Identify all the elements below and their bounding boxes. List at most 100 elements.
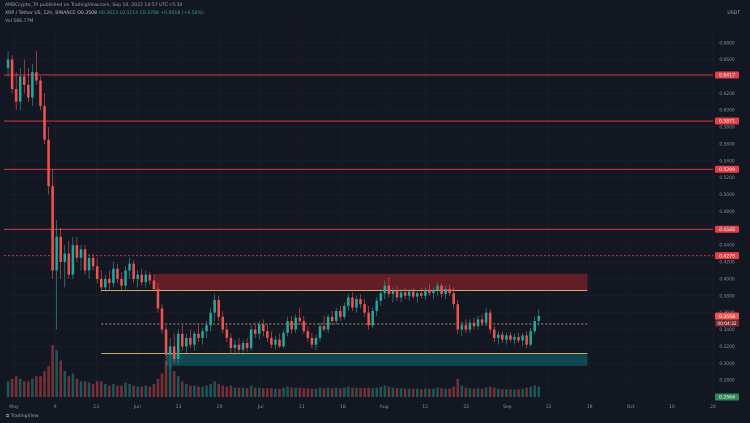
- candle-body: [488, 312, 492, 330]
- candle-body: [233, 344, 237, 349]
- candle-body: [116, 268, 119, 279]
- level-label-bg: [715, 117, 739, 125]
- volume-bar: [330, 388, 334, 397]
- volume-bar: [193, 385, 196, 397]
- low-label: 0.2564: [719, 395, 735, 401]
- volume-bar: [136, 386, 139, 397]
- volume-bar: [460, 385, 464, 397]
- ohlc-close: C0.3788: [139, 11, 159, 16]
- volume-bar: [116, 385, 119, 397]
- volume-bar: [472, 388, 476, 397]
- candle-body: [31, 72, 34, 98]
- candle-body: [39, 80, 42, 106]
- price-axis[interactable]: 0.6800 0.6600 0.6400 0.6200 0.6000 0.5800 0.56…: [715, 40, 739, 401]
- candle-body: [23, 76, 26, 85]
- volume-bar: [104, 384, 107, 397]
- volume-bar: [14, 376, 18, 397]
- volume-bar: [387, 386, 391, 397]
- candle-body: [201, 331, 204, 338]
- volume-bar: [533, 385, 536, 397]
- time-tick-label: 18: [340, 404, 346, 410]
- candle-body: [144, 274, 148, 283]
- candle-body: [160, 308, 164, 330]
- candle-body: [221, 316, 225, 330]
- volume-bar: [185, 384, 188, 397]
- time-axis[interactable]: May 9 23 Jun 13 20 Jul 11 18 Aug 15 22 Sep 12 19 Oct 10 2…: [9, 404, 716, 410]
- volume-bar: [63, 371, 67, 397]
- volume-bar: [91, 384, 95, 397]
- candle-body: [225, 329, 229, 338]
- volume-bar: [197, 386, 200, 397]
- candle-body: [253, 329, 257, 334]
- time-tick-label: 23: [93, 404, 99, 410]
- candle-body: [339, 310, 342, 317]
- candle-body: [266, 331, 269, 338]
- volume-bar: [334, 387, 338, 397]
- candle-body: [6, 59, 10, 68]
- volume-bar: [367, 387, 370, 397]
- candle-body: [460, 325, 464, 330]
- volume-bar: [51, 345, 54, 397]
- candle-body: [51, 186, 54, 271]
- candle-body: [326, 316, 330, 330]
- volume-bar: [75, 378, 79, 397]
- candle-body: [213, 299, 216, 313]
- volume-bar: [233, 387, 237, 397]
- low-label-bg: [715, 393, 739, 401]
- time-tick-label: Oct: [627, 404, 635, 410]
- candle-body: [387, 285, 391, 295]
- volume-bar: [448, 388, 451, 397]
- volume-bar: [480, 388, 484, 397]
- volume-bar: [464, 387, 468, 397]
- candle-body: [249, 329, 253, 349]
- candle-body: [176, 333, 180, 360]
- candle-body: [428, 289, 431, 294]
- volume-bar: [456, 378, 460, 397]
- volume-bar: [322, 388, 326, 397]
- candle-body: [75, 245, 79, 258]
- volume-bar: [383, 385, 387, 397]
- price-tick-label: 0.2800: [719, 378, 735, 384]
- volume-bar: [10, 378, 14, 397]
- countdown-bg: [715, 320, 739, 327]
- candle-body: [347, 297, 350, 306]
- candle-body: [391, 290, 395, 295]
- candle-body: [302, 321, 306, 332]
- volume-bar: [128, 384, 131, 397]
- volume-bar: [6, 381, 10, 397]
- candle-body: [468, 322, 472, 330]
- volume-bar: [529, 386, 532, 397]
- candle-body: [108, 278, 111, 284]
- candles: [6, 51, 541, 368]
- candle-body: [197, 333, 200, 338]
- candle-body: [209, 312, 212, 326]
- volume-bar: [67, 376, 71, 397]
- volume-bar: [403, 388, 407, 397]
- volume-bar: [148, 386, 152, 397]
- volume-bar: [432, 388, 435, 397]
- price-tick-label: 0.5600: [719, 141, 735, 147]
- candle-body: [282, 332, 285, 347]
- volume-bar: [298, 387, 302, 397]
- volume-bar: [428, 388, 431, 397]
- volume-bar: [444, 388, 447, 397]
- quote-currency: USDT: [727, 11, 740, 16]
- price-tick-label: 0.4600: [719, 226, 735, 232]
- candle-body: [181, 333, 184, 347]
- candle-body: [18, 76, 22, 102]
- volume-bar: [249, 385, 253, 397]
- candle-body: [229, 337, 233, 349]
- candle-body: [452, 293, 455, 305]
- volume-bar: [241, 387, 245, 397]
- price-tick-label: 0.5400: [719, 158, 735, 164]
- volume-bar: [379, 386, 383, 397]
- volume-bar: [124, 382, 127, 397]
- candle-body: [185, 337, 188, 347]
- candle-body: [290, 321, 293, 330]
- candle-body: [257, 324, 261, 334]
- price-tick-label: 0.6800: [719, 40, 735, 46]
- volume-bar: [132, 385, 135, 397]
- volume-bar: [274, 388, 277, 397]
- candle-body: [99, 278, 103, 288]
